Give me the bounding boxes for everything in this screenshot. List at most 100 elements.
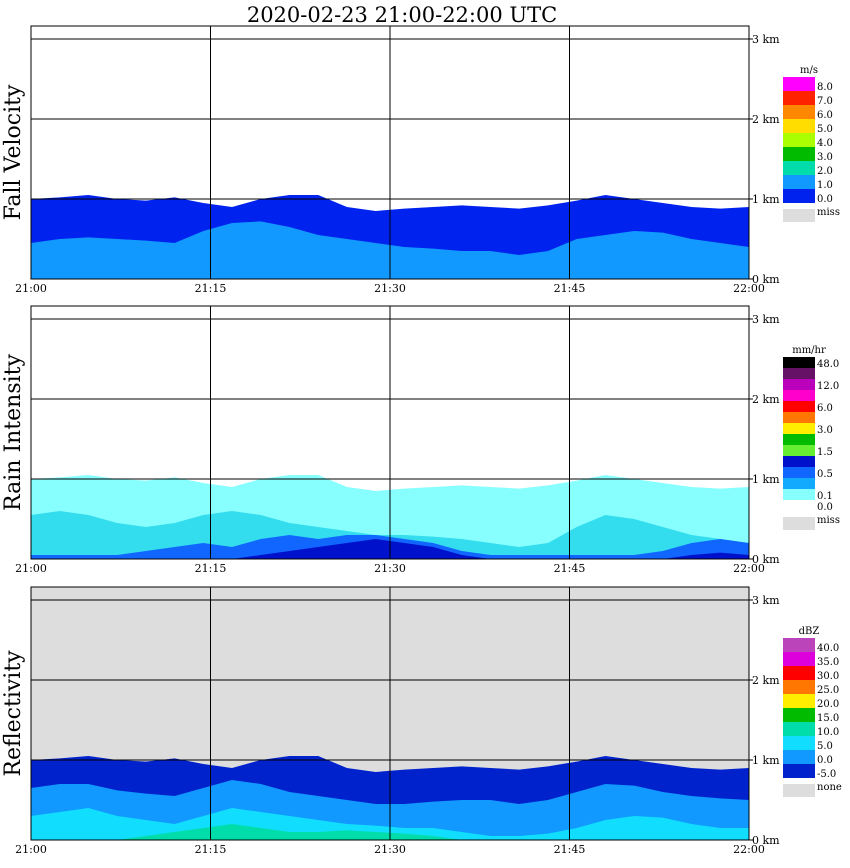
legend-swatch	[783, 694, 815, 708]
legend-swatch	[783, 445, 815, 456]
legend-label: 15.0	[817, 713, 839, 724]
legend-swatch	[783, 105, 815, 119]
legend-label: 3.0	[817, 425, 833, 436]
panels: 0 km 1 km 2 km 3 km 21:00 21:15 21:30 21:45 22:0…	[1, 25, 842, 856]
legend-label: 30.0	[817, 671, 839, 682]
height-tick-label: 3 km	[752, 33, 780, 46]
legend-swatch	[783, 652, 815, 666]
time-tick-label: 21:15	[195, 843, 227, 856]
legend-label: 0.0	[817, 194, 833, 205]
legend-label: 0.5	[817, 469, 833, 480]
height-tick-label: 2 km	[752, 674, 780, 687]
legend-missing-swatch	[783, 209, 815, 222]
legend-label: 10.0	[817, 727, 839, 738]
legend-unit: mm/hr	[792, 345, 826, 356]
height-tick-label: 2 km	[752, 113, 780, 126]
legend-label: 12.0	[817, 381, 839, 392]
time-tick-label: 21:00	[15, 562, 47, 575]
time-tick-label: 21:45	[554, 562, 586, 575]
legend-swatch	[783, 91, 815, 105]
legend-swatch	[783, 478, 815, 489]
legend-label: 48.0	[817, 359, 839, 370]
time-tick-label: 21:00	[15, 843, 47, 856]
legend-swatch	[783, 147, 815, 161]
legend-swatch	[783, 357, 815, 368]
height-tick-label: 1 km	[752, 193, 780, 206]
y-axis-title: Fall Velocity	[1, 84, 26, 220]
figure-title: 2020-02-23 21:00-22:00 UTC	[247, 3, 557, 27]
legend-label: 1.0	[817, 180, 833, 191]
height-tick-label: 1 km	[752, 473, 780, 486]
legend-label: 35.0	[817, 657, 839, 668]
legend-swatch	[783, 736, 815, 750]
plot-frame	[30, 586, 750, 841]
height-tick-label: 1 km	[752, 754, 780, 767]
legend-missing-swatch	[783, 517, 815, 530]
legend-swatch	[783, 764, 815, 778]
legend-label: 20.0	[817, 699, 839, 710]
legend-unit: m/s	[800, 65, 818, 76]
reflectivity-panel: 0 km 1 km 2 km 3 km 21:00 21:15 21:30 21:45 22:0…	[1, 586, 842, 856]
time-tick-label: 22:00	[733, 843, 765, 856]
legend-label: 6.0	[817, 110, 833, 121]
legend-label: 5.0	[817, 124, 833, 135]
legend-label: 0.0	[817, 502, 833, 513]
legend-swatch	[783, 161, 815, 175]
time-tick-label: 21:30	[374, 843, 406, 856]
legend-label: 8.0	[817, 82, 833, 93]
legend-swatch	[783, 467, 815, 478]
height-tick-label: 0 km	[752, 273, 780, 286]
height-tick-label: 3 km	[752, 313, 780, 326]
height-tick-label: 3 km	[752, 594, 780, 607]
y-axis-title: Rain Intensity	[1, 353, 26, 510]
legend-swatch	[783, 708, 815, 722]
plot-frame	[30, 305, 750, 560]
legend-label: 3.0	[817, 152, 833, 163]
height-tick-label: 0 km	[752, 553, 780, 566]
time-tick-label: 22:00	[733, 282, 765, 295]
time-tick-label: 21:30	[374, 562, 406, 575]
legend-swatch	[783, 666, 815, 680]
legend-swatch	[783, 500, 815, 511]
legend-swatch	[783, 412, 815, 423]
legend-missing-label: miss	[817, 207, 840, 218]
height-tick-label: 2 km	[752, 393, 780, 406]
legend-swatch	[783, 423, 815, 434]
legend-swatch	[783, 638, 815, 652]
legend-swatch	[783, 750, 815, 764]
time-tick-label: 21:45	[554, 282, 586, 295]
legend-label: 6.0	[817, 403, 833, 414]
legend-label: 0.1	[817, 491, 833, 502]
legend-swatch	[783, 434, 815, 445]
legend-label: 40.0	[817, 643, 839, 654]
legend-label: 0.0	[817, 755, 833, 766]
fall-velocity-panel: 0 km 1 km 2 km 3 km 21:00 21:15 21:30 21:45 22:0…	[1, 25, 840, 295]
legend-label: 7.0	[817, 96, 833, 107]
legend-missing-label: miss	[817, 515, 840, 526]
legend-swatch	[783, 401, 815, 412]
time-tick-label: 21:00	[15, 282, 47, 295]
legend-swatch	[783, 390, 815, 401]
legend-swatch	[783, 175, 815, 189]
rain-intensity-panel: 0 km 1 km 2 km 3 km 21:00 21:15 21:30 21:45 22:0…	[1, 305, 840, 575]
y-axis-title: Reflectivity	[1, 650, 26, 777]
time-tick-label: 22:00	[733, 562, 765, 575]
legend-unit: dBZ	[799, 626, 820, 637]
legend-swatch	[783, 456, 815, 467]
plot-frame	[30, 25, 750, 280]
height-tick-label: 0 km	[752, 834, 780, 847]
time-tick-label: 21:30	[374, 282, 406, 295]
time-tick-label: 21:45	[554, 843, 586, 856]
legend-swatch	[783, 489, 815, 500]
legend-missing-label: none	[817, 782, 842, 793]
legend-label: -5.0	[817, 769, 836, 780]
legend-swatch	[783, 722, 815, 736]
legend-swatch	[783, 133, 815, 147]
legend-label: 25.0	[817, 685, 839, 696]
legend-label: 4.0	[817, 138, 833, 149]
legend-swatch	[783, 379, 815, 390]
legend-swatch	[783, 119, 815, 133]
time-tick-label: 21:15	[195, 282, 227, 295]
legend-swatch	[783, 368, 815, 379]
legend-swatch	[783, 680, 815, 694]
